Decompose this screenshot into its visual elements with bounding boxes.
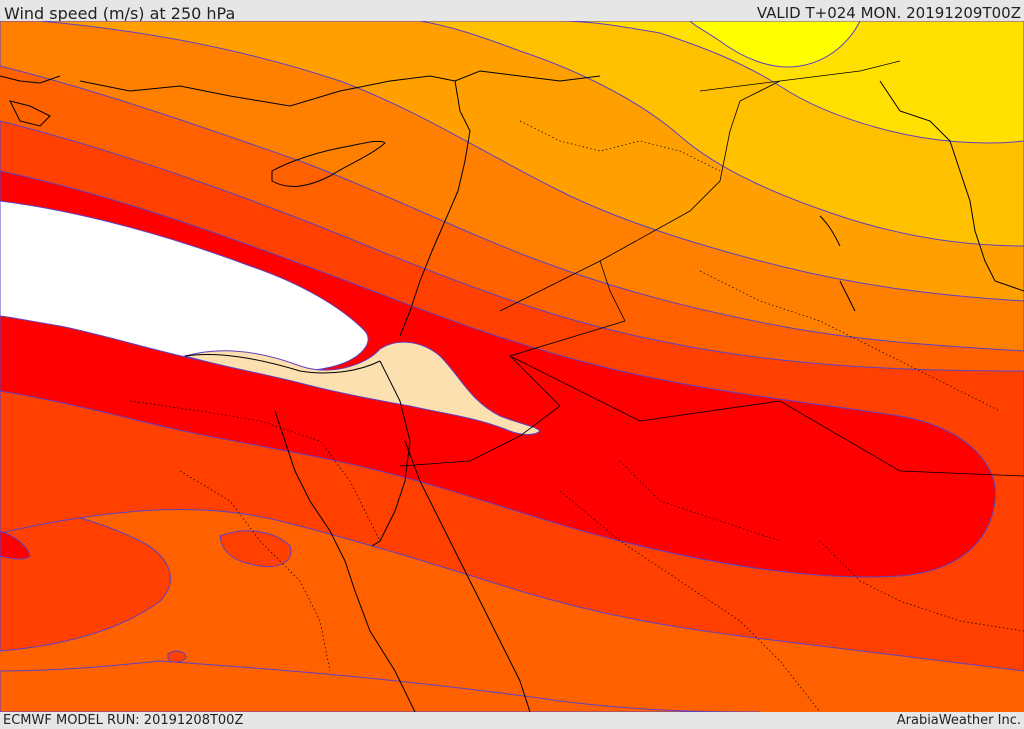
coastlines: [0, 70, 1024, 712]
wind-patch-small: [167, 650, 187, 663]
wind-band-deep-orange-south: [0, 660, 761, 712]
wind-band-beige: [183, 341, 541, 435]
header-bar: Wind speed (m/s) at 250 hPa VALID T+024 …: [0, 0, 1024, 23]
country-borders: [399, 60, 1024, 477]
model-run-label: ECMWF MODEL RUN: 20191208T00Z: [3, 713, 244, 728]
map-title: Wind speed (m/s) at 250 hPa: [4, 4, 236, 23]
wind-band-yellow: [559, 21, 1024, 144]
wind-patch-red-orange-center: [219, 530, 292, 568]
wind-band-jet-core-max: [0, 200, 369, 372]
wind-patch-red-sw: [0, 530, 31, 560]
valid-time-label: VALID T+024 MON. 20191209T00Z: [756, 4, 1021, 22]
footer-bar: ECMWF MODEL RUN: 20191208T00Z ArabiaWeat…: [0, 712, 1024, 729]
wind-band-weakest-yellow: [689, 21, 861, 68]
wind-speed-map[interactable]: [0, 21, 1024, 712]
credit-label: ArabiaWeather Inc.: [896, 713, 1021, 728]
province-borders: [129, 120, 1024, 712]
map-canvas[interactable]: [0, 21, 1024, 712]
